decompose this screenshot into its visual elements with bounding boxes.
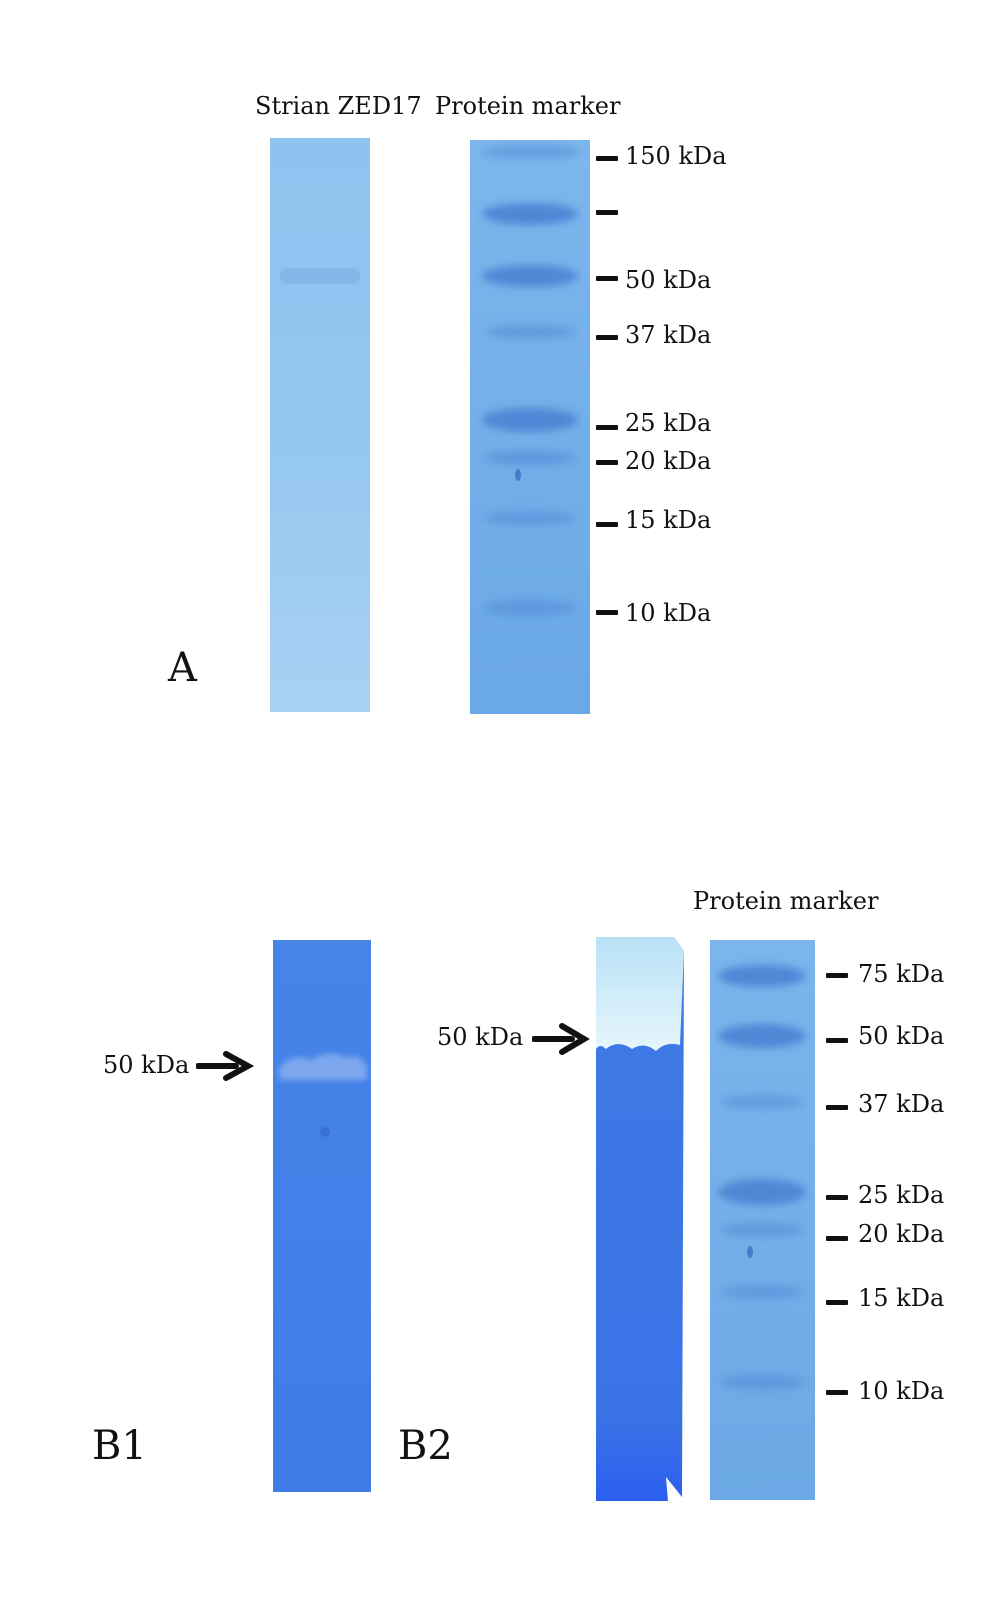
- gel-lane-b1: [273, 940, 371, 1492]
- ladder-tick: [596, 425, 618, 430]
- ladder-tick: [826, 1105, 848, 1110]
- strain-band-50kda: [280, 268, 360, 284]
- lane-label-strain-zed17: Strian ZED17: [255, 92, 422, 120]
- ladder-tick: [826, 1195, 848, 1200]
- b1-arrow-label: 50 kDa: [103, 1051, 190, 1079]
- ladder-tick: [826, 973, 848, 978]
- ladder-tick: [826, 1390, 848, 1395]
- ladder-tick: [596, 276, 618, 281]
- ladder-tick: [826, 1038, 848, 1043]
- ladder-label: 10 kDa: [858, 1377, 945, 1405]
- lane-label-protein-marker-a: Protein marker: [435, 92, 621, 120]
- ladder-tick: [596, 522, 618, 527]
- panel-letter-a: A: [168, 645, 197, 691]
- b2-arrow-label: 50 kDa: [437, 1023, 524, 1051]
- ladder-tick: [596, 610, 618, 615]
- ladder-label: 10 kDa: [625, 599, 712, 627]
- gel-lane-marker-a: [470, 140, 590, 714]
- ladder-label: 75 kDa: [858, 960, 945, 988]
- b2-clear-zone: [596, 937, 684, 1051]
- ladder-label: 50 kDa: [625, 266, 712, 294]
- ladder-label: 20 kDa: [625, 447, 712, 475]
- ladder-tick: [826, 1300, 848, 1305]
- ladder-tick: [596, 335, 618, 340]
- ladder-label: 20 kDa: [858, 1220, 945, 1248]
- ladder-label: 25 kDa: [858, 1181, 945, 1209]
- gel-lane-b2: [596, 937, 684, 1501]
- ladder-label: 50 kDa: [858, 1022, 945, 1050]
- ladder-label: 150 kDa: [625, 142, 727, 170]
- gel-lane-strain-zed17: [270, 138, 370, 712]
- panel-letter-b2: B2: [398, 1423, 453, 1469]
- ladder-label: 25 kDa: [625, 409, 712, 437]
- arrow-right-icon: [196, 1051, 254, 1081]
- ladder-tick: [596, 210, 618, 215]
- ladder-label: 37 kDa: [858, 1090, 945, 1118]
- lane-label-protein-marker-b: Protein marker: [693, 887, 879, 915]
- ladder-label: 15 kDa: [858, 1284, 945, 1312]
- b1-clear-zone: [279, 1053, 367, 1080]
- gel-lane-marker-b: [710, 940, 815, 1500]
- arrow-right-icon: [532, 1023, 590, 1055]
- ladder-label: 37 kDa: [625, 321, 712, 349]
- ladder-label: 15 kDa: [625, 506, 712, 534]
- ladder-tick: [596, 156, 618, 161]
- panel-letter-b1: B1: [92, 1423, 147, 1469]
- ladder-tick: [596, 460, 618, 465]
- ladder-tick: [826, 1236, 848, 1241]
